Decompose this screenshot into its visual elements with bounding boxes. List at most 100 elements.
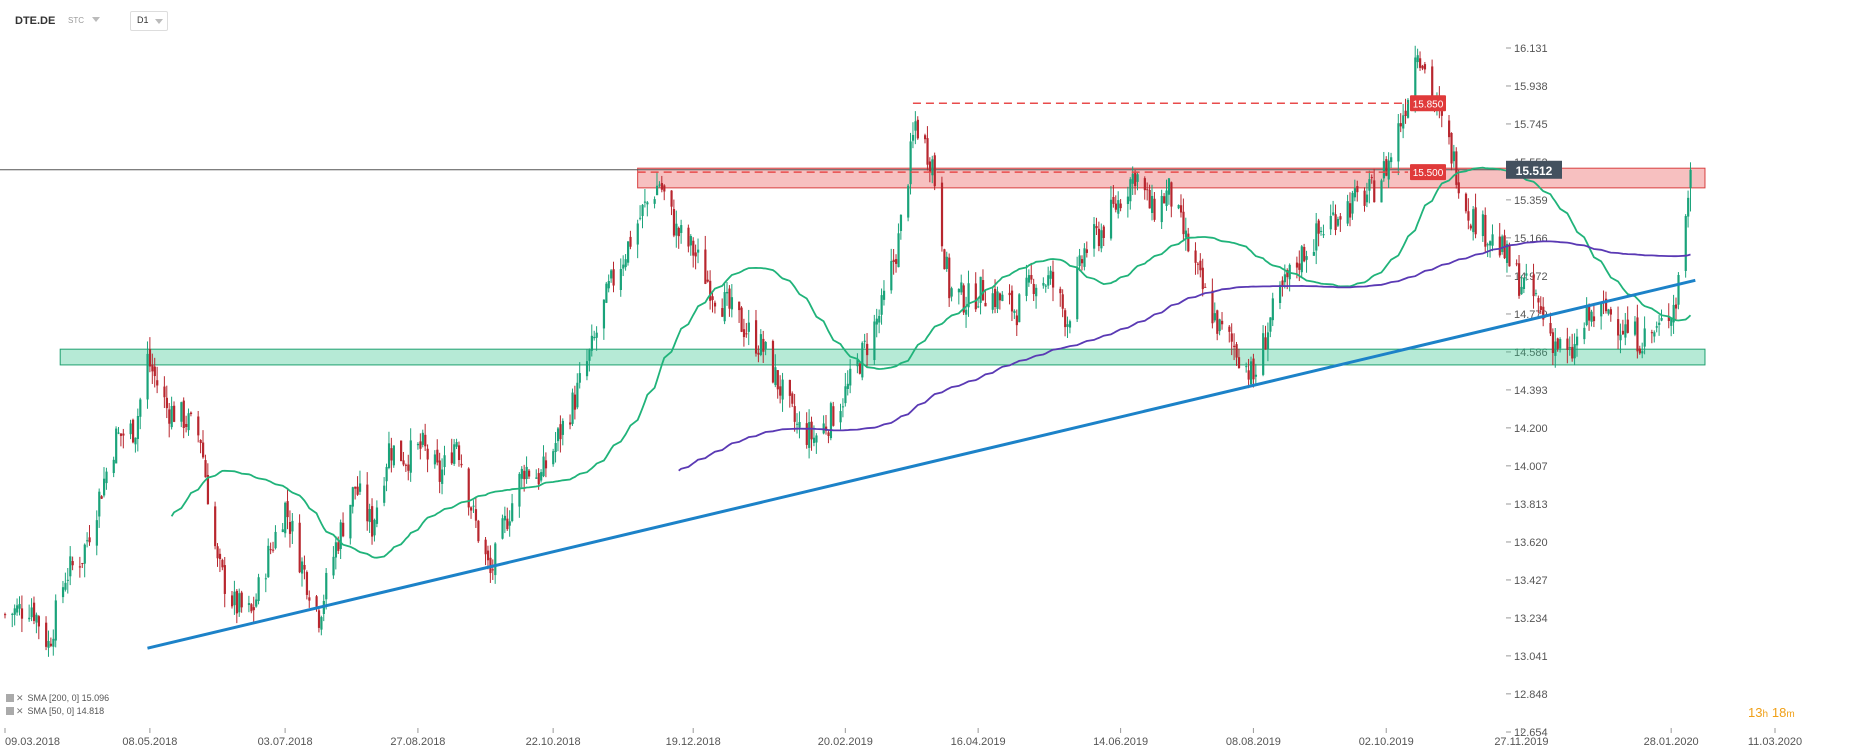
candle-body [409,440,412,473]
candle-body [914,121,917,131]
candle-body [1305,256,1308,260]
candle-body [337,542,340,551]
y-tick-label: 13.234 [1514,613,1548,625]
candle-body [436,449,439,463]
candle-body [1684,216,1687,271]
close-icon[interactable]: ✕ [16,693,24,703]
candle-body [1247,370,1250,380]
candle-body [1233,345,1236,348]
candle-body [1660,318,1663,321]
candle-body [670,190,673,207]
candle-body [28,617,31,620]
candle-body [230,595,234,607]
candle-body [438,460,441,482]
candle-body [653,199,656,204]
candle-body [95,520,98,546]
candle-body [1515,263,1518,265]
candle-body [173,405,176,422]
candle-body [233,591,236,606]
y-tick-label: 16.131 [1514,43,1548,55]
candle-body [1655,326,1658,328]
legend-sma50-label: SMA [50, 0] 14.818 [27,706,105,716]
candle-body [911,134,915,141]
candle-body [1083,248,1086,267]
y-tick-label: 14.586 [1514,347,1548,359]
candle-body [1641,351,1644,354]
candle-body [556,428,560,442]
candle-body [49,643,53,646]
candle-body [1464,193,1468,212]
candle-body [122,433,125,436]
candle-body [1336,218,1340,226]
candle-body [1467,211,1470,221]
y-tick-label: 15.359 [1514,195,1548,207]
level-label-box [1410,164,1446,181]
candle-body [148,349,152,367]
settings-icon[interactable] [6,694,14,702]
candle-body [1534,293,1538,295]
candle-body [503,515,507,521]
candle-body [1076,267,1079,320]
candle-body [573,394,577,410]
settings-icon[interactable] [6,707,14,715]
candle-body [416,443,420,446]
symbol-label[interactable]: DTE.DE [15,15,56,27]
candle-body [257,577,260,601]
candle-body [709,280,712,301]
candle-body [610,270,613,279]
candle-body [1672,304,1675,323]
candle-body [66,579,69,581]
candle-body [202,442,205,458]
candle-body [71,561,74,566]
candle-body [288,522,292,534]
candle-body [153,366,156,377]
candle-body [967,283,970,308]
candle-body [1397,123,1400,162]
candle-body [284,502,287,534]
candle-body [643,201,647,203]
candle-body [221,559,224,568]
candle-body [569,422,572,425]
candle-body [1179,205,1183,213]
candle-body [1365,194,1369,203]
candle-body [962,285,965,313]
candle-body [1167,178,1171,195]
candle-body [1583,327,1586,340]
candle-body [950,288,953,297]
close-icon[interactable]: ✕ [16,706,24,716]
candle-body [1001,294,1004,301]
candle-body [730,297,734,310]
candle-body [1382,161,1386,179]
candle-body [460,463,463,466]
candle-body [1399,123,1402,127]
candle-body [1163,196,1166,204]
candle-body [1283,274,1287,283]
candle-body [629,236,632,247]
candle-body [180,402,183,422]
chevron-down-icon[interactable] [92,17,100,22]
candle-body [1568,347,1571,349]
candle-body [450,452,453,464]
candle-body [1653,332,1656,337]
candle-body [605,283,608,303]
candle-body [559,424,562,440]
candle-body [1452,151,1456,162]
candle-body [1129,179,1132,202]
candle-body [1332,212,1335,215]
candle-body [1230,333,1233,342]
candle-body [788,379,791,396]
candle-body [86,540,89,542]
candle-body [61,587,65,598]
candle-body [636,223,639,245]
candle-body [1406,99,1410,118]
source-label[interactable]: STC [68,16,84,25]
candle-body [909,141,912,185]
candle-body [1112,196,1115,204]
candle-body [334,542,338,558]
candle-body [1472,209,1475,233]
candle-body [30,607,33,618]
candle-body [1194,250,1197,263]
timeframe-select[interactable]: D1 [130,11,168,31]
candle-body [882,290,886,300]
